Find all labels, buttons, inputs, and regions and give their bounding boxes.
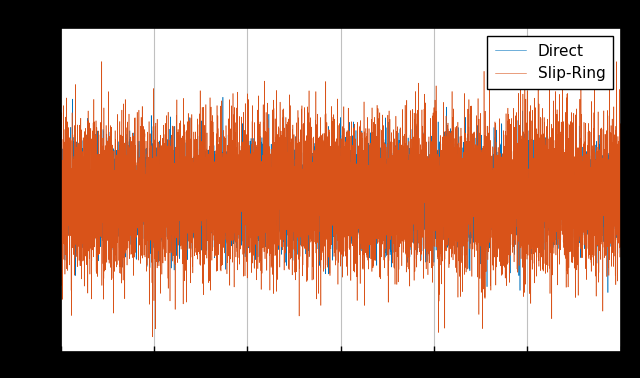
Slip-Ring bbox=[148, 335, 156, 339]
Direct bbox=[57, 180, 65, 185]
Direct bbox=[90, 204, 98, 208]
Slip-Ring bbox=[167, 226, 175, 231]
Direct bbox=[80, 184, 88, 189]
Slip-Ring bbox=[331, 188, 339, 192]
Direct bbox=[588, 183, 595, 187]
Slip-Ring bbox=[588, 211, 595, 215]
Line: Slip-Ring: Slip-Ring bbox=[61, 43, 621, 337]
Direct bbox=[166, 194, 174, 198]
Legend: Direct, Slip-Ring: Direct, Slip-Ring bbox=[487, 36, 613, 89]
Slip-Ring bbox=[57, 233, 65, 238]
Direct bbox=[617, 177, 625, 181]
Direct bbox=[219, 95, 227, 99]
Line: Direct: Direct bbox=[61, 97, 621, 293]
Direct bbox=[604, 290, 612, 295]
Slip-Ring bbox=[80, 155, 88, 159]
Slip-Ring bbox=[617, 156, 625, 161]
Slip-Ring bbox=[60, 193, 67, 198]
Direct bbox=[60, 211, 67, 215]
Slip-Ring bbox=[90, 159, 98, 163]
Slip-Ring bbox=[521, 41, 529, 45]
Direct bbox=[331, 177, 339, 181]
